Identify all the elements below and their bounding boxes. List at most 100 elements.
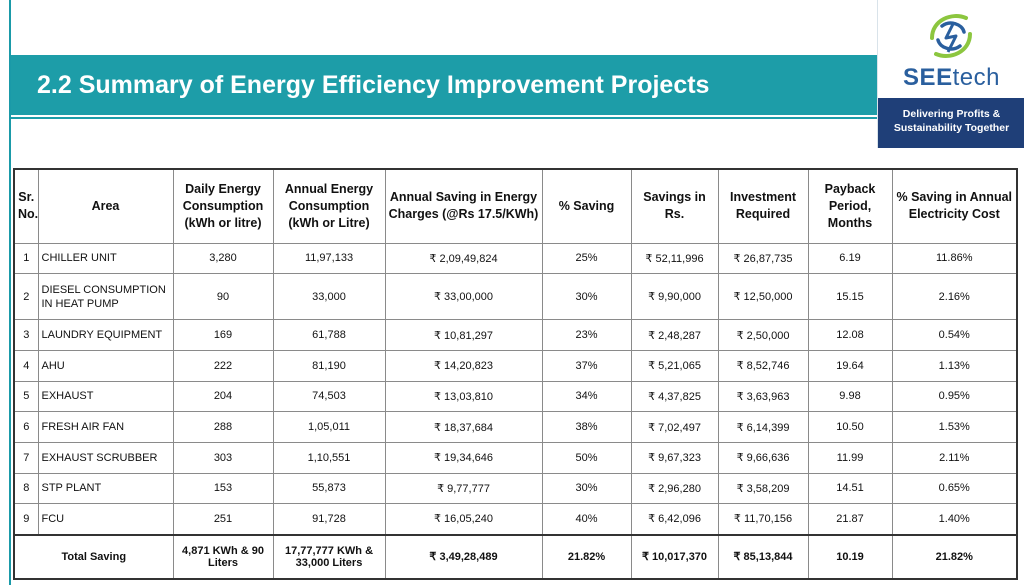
cell-area: FRESH AIR FAN (37, 411, 174, 443)
cell-pct-elec: 1.40% (891, 503, 1018, 535)
cell-daily: 303 (172, 441, 274, 474)
title-underline (11, 117, 891, 119)
table-row: 4 AHU 222 81,190 ₹ 14,20,823 37% ₹ 5,21,065 ₹ 8… (13, 349, 1018, 382)
header-pct-saving: % Saving (541, 168, 632, 244)
cell-pct-elec: 1.53% (891, 411, 1018, 443)
brand-tagline-line1: Delivering Profits & (902, 108, 1001, 120)
cell-area: EXHAUST (37, 380, 174, 413)
total-daily: 4,871 KWh & 90 Liters (172, 533, 274, 579)
cell-area: STP PLANT (37, 472, 174, 505)
cell-savings-rs: ₹ 4,37,825 (630, 380, 719, 413)
cell-annual-saving: ₹ 19,34,646 (384, 441, 543, 474)
table-header-row: Sr. No. Area Daily Energy Consumption (k… (13, 168, 1018, 244)
cell-pct-saving: 23% (541, 319, 632, 351)
cell-annual: 1,10,551 (272, 441, 386, 474)
table-row: 8 STP PLANT 153 55,873 ₹ 9,77,777 30% ₹ 2,96,2… (13, 472, 1018, 505)
cell-pct-saving: 25% (541, 242, 632, 275)
table-row: 3 LAUNDRY EQUIPMENT 169 61,788 ₹ 10,81,297 23… (13, 319, 1018, 351)
cell-annual: 11,97,133 (272, 242, 386, 275)
cell-daily: 169 (172, 319, 274, 351)
cell-investment: ₹ 11,70,156 (717, 503, 809, 535)
cell-annual: 91,728 (272, 503, 386, 535)
table-row: 5 EXHAUST 204 74,503 ₹ 13,03,810 34% ₹ 4,37,82… (13, 380, 1018, 413)
cell-payback: 15.15 (807, 273, 893, 321)
total-row: Total Saving 4,871 KWh & 90 Liters 17,77,7… (13, 533, 1018, 579)
cell-payback: 14.51 (807, 472, 893, 505)
cell-sr: 2 (13, 273, 39, 321)
cell-pct-elec: 11.86% (891, 242, 1018, 275)
cell-investment: ₹ 26,87,735 (717, 242, 809, 275)
cell-payback: 11.99 (807, 441, 893, 474)
cell-savings-rs: ₹ 52,11,996 (630, 242, 719, 275)
cell-annual: 81,190 (272, 349, 386, 382)
total-payback: 10.19 (807, 533, 893, 579)
summary-table: Sr. No. Area Daily Energy Consumption (k… (13, 168, 1018, 580)
cell-pct-elec: 0.54% (891, 319, 1018, 351)
cell-savings-rs: ₹ 2,96,280 (630, 472, 719, 505)
cell-pct-saving: 40% (541, 503, 632, 535)
cell-investment: ₹ 3,63,963 (717, 380, 809, 413)
brand-logo-box: SEEtech Delivering Profits & Sustainabil… (877, 0, 1024, 148)
cell-sr: 7 (13, 441, 39, 474)
cell-savings-rs: ₹ 5,21,065 (630, 349, 719, 382)
cell-pct-saving: 34% (541, 380, 632, 413)
cell-sr: 3 (13, 319, 39, 351)
cell-annual-saving: ₹ 13,03,810 (384, 380, 543, 413)
cell-payback: 10.50 (807, 411, 893, 443)
cell-pct-elec: 1.13% (891, 349, 1018, 382)
cell-daily: 251 (172, 503, 274, 535)
header-area: Area (37, 168, 174, 244)
cell-pct-saving: 50% (541, 441, 632, 474)
cell-daily: 3,280 (172, 242, 274, 275)
cell-pct-elec: 0.95% (891, 380, 1018, 413)
cell-daily: 204 (172, 380, 274, 413)
cell-investment: ₹ 2,50,000 (717, 319, 809, 351)
header-annual-saving: Annual Saving in Energy Charges (@Rs 17.… (384, 168, 543, 244)
cell-sr: 8 (13, 472, 39, 505)
page-title: 2.2 Summary of Energy Efficiency Improve… (37, 71, 710, 99)
cell-sr: 5 (13, 380, 39, 413)
brand-name: SEEtech (903, 64, 1000, 91)
header-payback: Payback Period, Months (807, 168, 893, 244)
brand-tagline-line2: Sustainability Together (893, 122, 1010, 134)
table-row: 7 EXHAUST SCRUBBER 303 1,10,551 ₹ 19,34,646 5… (13, 441, 1018, 474)
cell-payback: 12.08 (807, 319, 893, 351)
total-pct-saving: 21.82% (541, 533, 632, 579)
header-pct-elec: % Saving in Annual Electricity Cost (891, 168, 1018, 244)
seetech-swirl-icon (930, 14, 972, 58)
cell-annual-saving: ₹ 14,20,823 (384, 349, 543, 382)
cell-annual-saving: ₹ 16,05,240 (384, 503, 543, 535)
cell-investment: ₹ 9,66,636 (717, 441, 809, 474)
header-savings-rs: Savings in Rs. (630, 168, 719, 244)
cell-sr: 1 (13, 242, 39, 275)
cell-annual: 61,788 (272, 319, 386, 351)
cell-savings-rs: ₹ 9,90,000 (630, 273, 719, 321)
cell-sr: 9 (13, 503, 39, 535)
total-label: Total Saving (13, 533, 174, 579)
cell-daily: 90 (172, 273, 274, 321)
cell-annual: 74,503 (272, 380, 386, 413)
table-row: 2 DIESEL CONSUMPTION IN HEAT PUMP 90 33,000… (13, 273, 1018, 321)
cell-investment: ₹ 6,14,399 (717, 411, 809, 443)
total-savings-rs: ₹ 10,017,370 (630, 533, 719, 579)
cell-payback: 21.87 (807, 503, 893, 535)
header-sr: Sr. No. (13, 168, 39, 244)
cell-payback: 9.98 (807, 380, 893, 413)
cell-payback: 6.19 (807, 242, 893, 275)
cell-daily: 288 (172, 411, 274, 443)
cell-pct-saving: 30% (541, 472, 632, 505)
cell-sr: 6 (13, 411, 39, 443)
cell-pct-elec: 2.16% (891, 273, 1018, 321)
left-accent-rule (9, 0, 11, 585)
cell-savings-rs: ₹ 7,02,497 (630, 411, 719, 443)
total-investment: ₹ 85,13,844 (717, 533, 809, 579)
total-annual-saving: ₹ 3,49,28,489 (384, 533, 543, 579)
cell-pct-saving: 30% (541, 273, 632, 321)
cell-savings-rs: ₹ 6,42,096 (630, 503, 719, 535)
title-band: 2.2 Summary of Energy Efficiency Improve… (11, 55, 891, 119)
cell-annual: 33,000 (272, 273, 386, 321)
cell-area: AHU (37, 349, 174, 382)
cell-pct-saving: 37% (541, 349, 632, 382)
cell-area: DIESEL CONSUMPTION IN HEAT PUMP (37, 273, 174, 321)
header-daily: Daily Energy Consumption (kWh or litre) (172, 168, 274, 244)
